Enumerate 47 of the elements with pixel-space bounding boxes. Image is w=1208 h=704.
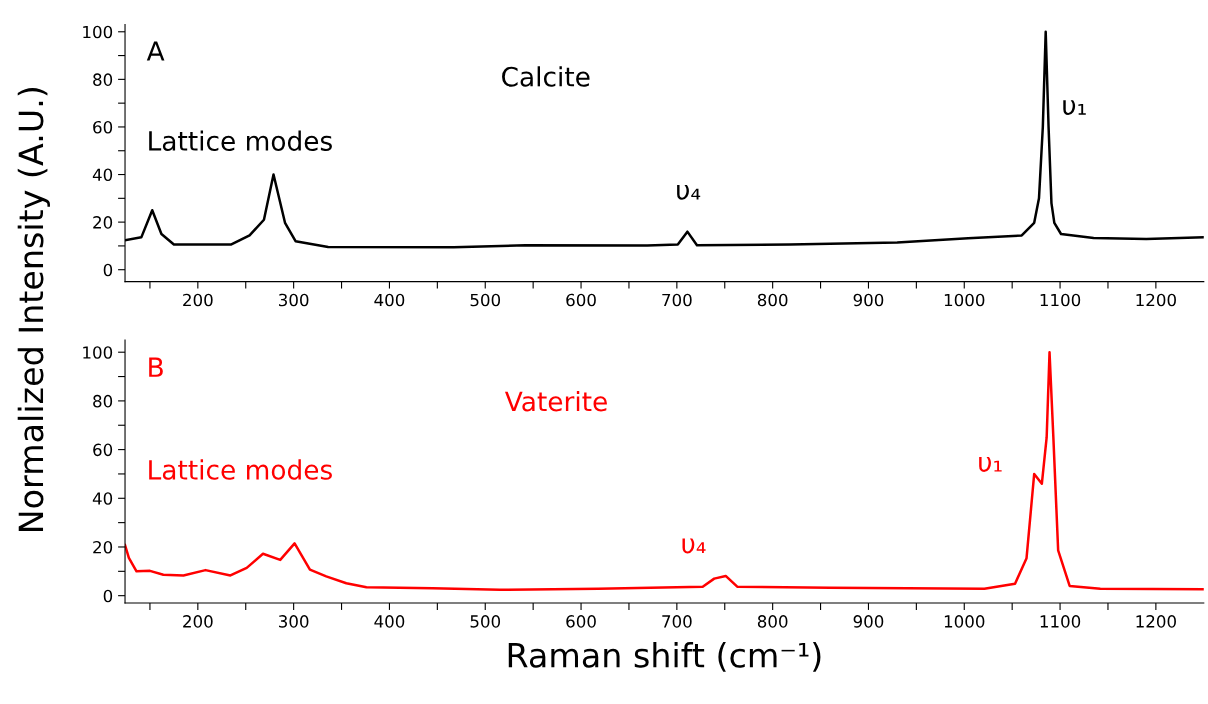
x-tick-label: 200: [183, 615, 213, 628]
text: Vaterite: [504, 390, 607, 412]
x-axis-title: Raman shift (cm⁻¹): [508, 642, 821, 672]
x-tick-label: 1100: [1040, 615, 1081, 628]
x-tick-label: 400: [374, 293, 405, 307]
y-tick-label: 80: [93, 73, 113, 86]
x-tick-label: 700: [662, 293, 692, 307]
x-tick-label: 400: [374, 615, 405, 628]
x-tick-label: 300: [279, 293, 309, 307]
annotation: υ₄: [682, 538, 706, 554]
text: Calcite: [502, 66, 590, 87]
x-tick-label: 600: [566, 615, 596, 628]
annotation: B: [149, 357, 163, 377]
y-tick-label: 100: [83, 25, 113, 39]
x-tick-label: 1200: [1136, 615, 1176, 628]
y-tick-label: 20: [93, 540, 113, 554]
y-tick-label: 40: [92, 168, 113, 182]
x-tick-label: 1000: [944, 293, 985, 307]
y-tick-label: 100: [83, 346, 113, 359]
x-tick-label: 500: [470, 615, 501, 628]
annotation: Lattice modes: [149, 459, 332, 480]
line-series: [125, 350, 1204, 592]
x-tick-label: 300: [279, 615, 309, 628]
annotation: υ₄: [677, 184, 701, 200]
x-tick-label: 800: [757, 615, 788, 628]
annotation: υ₁: [979, 457, 1002, 472]
y-tick-label: 60: [93, 443, 113, 457]
y-tick-label: 40: [92, 492, 113, 505]
annotation: Lattice modes: [149, 130, 332, 151]
x-tick-label: 900: [853, 615, 884, 628]
x-tick-label: 700: [662, 615, 692, 628]
x-tick-label: 1100: [1040, 293, 1081, 307]
x-tick-label: 200: [183, 293, 213, 307]
x-tick-label: 900: [853, 293, 884, 307]
annotation: υ₁: [1063, 100, 1086, 115]
y-tick-label: 80: [93, 394, 113, 408]
annotation: A: [146, 41, 165, 61]
y-tick-label: 60: [93, 120, 113, 134]
x-tick-label: 1200: [1136, 293, 1176, 307]
y-tick-label: 20: [93, 216, 113, 229]
x-tick-label: 800: [757, 293, 788, 307]
x-tick-label: 500: [470, 293, 501, 307]
x-tick-label: 600: [566, 293, 596, 307]
y-tick-label: 0: [103, 589, 113, 603]
y-axis-title: Normalized Intensity (A.U.): [17, 88, 50, 532]
y-tick-label: 0: [103, 263, 113, 277]
x-tick-label: 1000: [944, 615, 985, 628]
